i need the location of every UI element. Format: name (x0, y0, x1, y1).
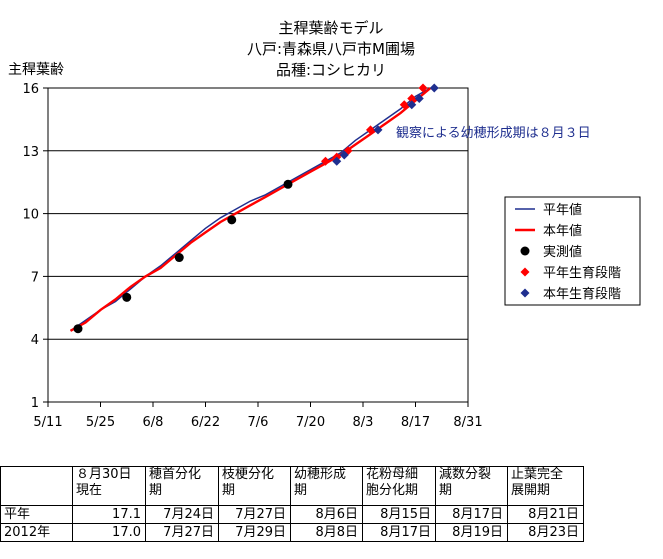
series-4-point (399, 100, 409, 110)
table-row: 2012年 17.0 7月27日 7月29日 8月8日 8月17日 8月19日 … (0, 523, 584, 542)
table-header-cell (0, 466, 73, 506)
y-tick-label: 13 (22, 145, 39, 160)
table-cell: 7月27日 (218, 505, 291, 524)
table-row-label: 平年 (0, 505, 73, 524)
legend-label: 平年値 (543, 202, 582, 218)
series-3-point (283, 179, 293, 189)
y-tick-label: 10 (22, 208, 39, 223)
x-tick-label: 8/17 (401, 415, 430, 430)
x-tick-label: 5/25 (86, 415, 115, 430)
table-cell: 17.1 (72, 505, 146, 524)
series (69, 83, 439, 334)
y-tick-label: 1 (31, 396, 39, 411)
table-cell: 7月27日 (145, 523, 219, 542)
table-row: 平年 17.1 7月24日 7月27日 8月6日 8月15日 8月17日 8月2… (0, 505, 584, 524)
legend-label: 実測値 (543, 244, 582, 260)
series-3-point (174, 253, 184, 263)
table-header-cell: 止葉完全 展開期 (507, 466, 584, 506)
x-axis: 5/11 5/25 6/8 6/22 7/6 7/20 8/3 8/17 8/31 (33, 402, 483, 430)
table-header-cell: 減数分裂 期 (435, 466, 508, 506)
table-cell: 8月8日 (290, 523, 363, 542)
series-5-point (429, 83, 439, 93)
table-cell: 17.0 (72, 523, 146, 542)
x-tick-label: 7/20 (296, 415, 325, 430)
series-4-point (321, 156, 330, 166)
legend-swatch (520, 246, 530, 256)
table-cell: 8月19日 (435, 523, 508, 542)
table-cell: 8月23日 (507, 523, 584, 542)
table-cell: 7月29日 (218, 523, 291, 542)
legend-label: 平年生育段階 (543, 265, 621, 281)
series-5-point (407, 100, 417, 110)
y-axis-label: 主稈葉齢 (8, 62, 64, 78)
x-tick-label: 5/11 (33, 415, 62, 430)
table-header-cell: 穂首分化 期 (145, 466, 219, 506)
series-4-point (366, 125, 375, 135)
series-5-point (339, 150, 349, 160)
x-tick-label: 7/6 (248, 415, 269, 430)
table-cell: 8月21日 (507, 505, 584, 524)
x-tick-label: 8/3 (353, 415, 374, 430)
legend-swatch (520, 288, 530, 298)
legend-label: 本年値 (543, 223, 582, 239)
table-cell: 8月17日 (362, 523, 436, 542)
table-cell: 8月15日 (362, 505, 436, 524)
table-header-cell: 幼穂形成 期 (290, 466, 363, 506)
series-4-point (418, 83, 428, 93)
table-cell: 7月24日 (145, 505, 219, 524)
y-tick-label: 4 (31, 333, 39, 348)
chart-title-line: 主稈葉齢モデル (278, 19, 383, 37)
x-tick-label: 6/22 (191, 415, 220, 430)
table-header-row: ８月30日 現在 穂首分化 期 枝梗分化 期 幼穂形成 期 花粉母細 胞分化期 … (0, 466, 584, 506)
legend-label: 本年生育段階 (543, 286, 621, 302)
series-5-point (332, 156, 342, 166)
series-5-point (414, 93, 424, 103)
table-header-cell: 枝梗分化 期 (218, 466, 291, 506)
table-cell: 8月6日 (290, 505, 363, 524)
x-tick-label: 8/31 (453, 415, 482, 430)
y-tick-label: 7 (31, 270, 39, 285)
chart-title-line: 品種:コシヒカリ (276, 61, 386, 79)
plot-area (47, 87, 469, 403)
growth-stage-table: ８月30日 現在 穂首分化 期 枝梗分化 期 幼穂形成 期 花粉母細 胞分化期 … (0, 466, 584, 542)
y-axis: 1 4 7 10 13 16 (22, 82, 48, 411)
x-tick-label: 6/8 (143, 415, 164, 430)
chart-title-line: 八戸:青森県八戸市M圃場 (247, 40, 415, 58)
annotation: 観察による幼穂形成期は８月３日 (396, 126, 591, 141)
gridlines (48, 150, 468, 340)
series-3-point (227, 215, 237, 225)
table-cell: 8月17日 (435, 505, 508, 524)
table-header-cell: ８月30日 現在 (72, 466, 146, 506)
series-3-point (73, 324, 83, 334)
table-row-label: 2012年 (0, 523, 73, 542)
series-4-point (407, 93, 417, 103)
legend-swatch (520, 267, 530, 277)
series-3-point (122, 292, 132, 302)
series-5-point (373, 125, 383, 135)
y-tick-label: 16 (22, 82, 39, 97)
table-header-cell: 花粉母細 胞分化期 (362, 466, 436, 506)
